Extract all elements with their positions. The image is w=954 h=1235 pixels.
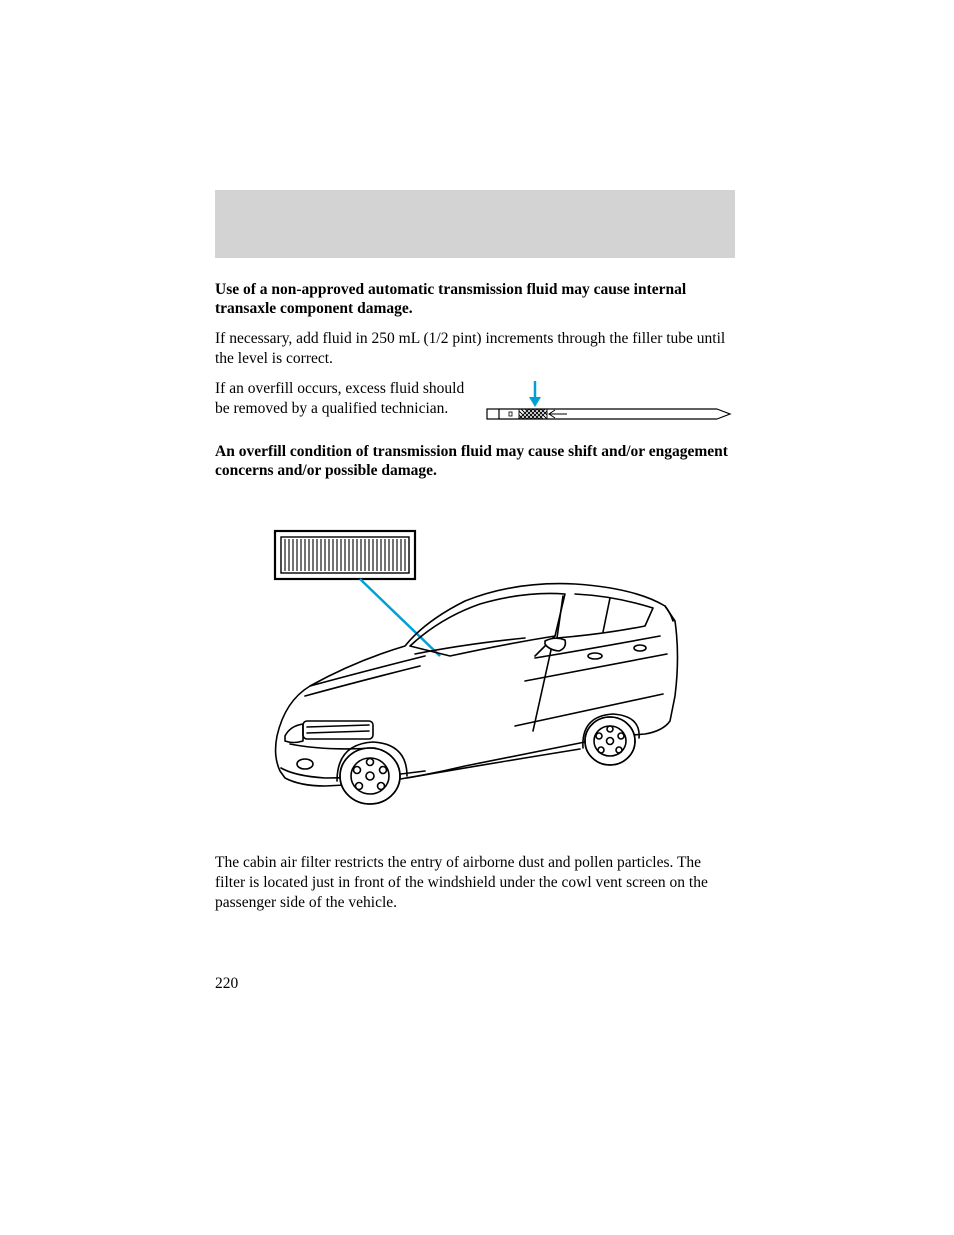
overfill-row: If an overfill occurs, excess fluid shou… (215, 379, 735, 434)
pointer-line-icon (360, 579, 440, 656)
filter-callout-icon (275, 531, 415, 579)
body-paragraph-1: If necessary, add fluid in 250 mL (1/2 p… (215, 329, 735, 369)
header-bar (215, 190, 735, 258)
dipstick-diagram (485, 379, 735, 434)
warning-paragraph-1: Use of a non-approved automatic transmis… (215, 280, 735, 319)
minivan-icon (276, 583, 678, 803)
body-paragraph-2: If an overfill occurs, excess fluid shou… (215, 379, 475, 434)
body-paragraph-3: The cabin air filter restricts the entry… (215, 853, 735, 913)
vehicle-diagram (215, 526, 735, 831)
page-content: Use of a non-approved automatic transmis… (215, 190, 735, 923)
warning-paragraph-2: An overfill condition of transmission fl… (215, 442, 735, 481)
page-number: 220 (215, 975, 238, 993)
